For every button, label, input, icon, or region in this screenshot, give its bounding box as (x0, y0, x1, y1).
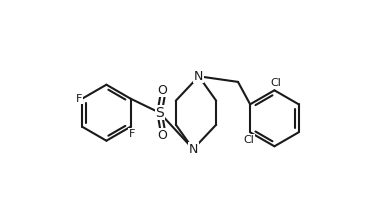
Text: N: N (189, 143, 198, 156)
Text: S: S (155, 106, 164, 120)
Text: Cl: Cl (243, 135, 254, 145)
Text: O: O (158, 84, 167, 97)
Text: F: F (76, 94, 83, 104)
Text: O: O (158, 129, 167, 142)
Text: N: N (194, 70, 203, 83)
Text: Cl: Cl (270, 78, 281, 88)
Text: F: F (129, 129, 135, 139)
